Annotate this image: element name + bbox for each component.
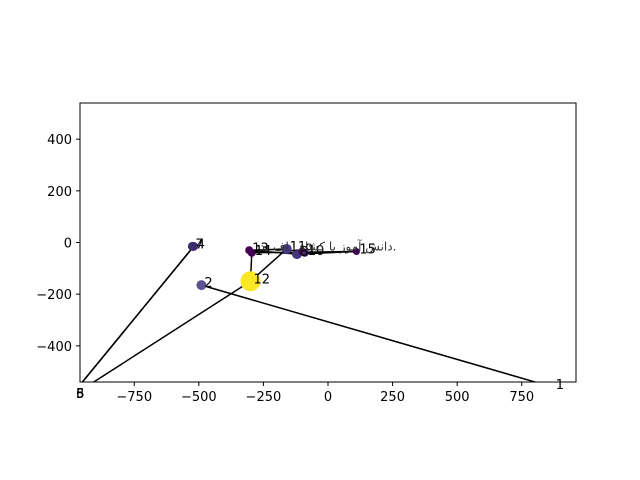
point-label-10: 10 — [308, 244, 325, 259]
point-label-9: 9 — [305, 243, 313, 258]
point-3 — [66, 394, 74, 402]
y-tick-label: −200 — [36, 288, 72, 303]
x-tick-label: 500 — [445, 390, 470, 405]
point-label-15: 15 — [359, 243, 376, 258]
point-label-7: 7 — [195, 237, 203, 252]
y-axis: −400 −200 0 200 400 — [36, 133, 80, 355]
point-10 — [300, 248, 309, 257]
point-7 — [187, 241, 197, 251]
point-label-13: 13 — [252, 241, 269, 256]
scatter-points — [66, 241, 360, 402]
y-tick-label: 200 — [47, 185, 72, 200]
path-segment — [249, 248, 287, 251]
point-label-8: 8 — [300, 245, 308, 260]
path-segment — [249, 249, 298, 255]
point-6 — [66, 394, 74, 402]
point-label-5: 5 — [76, 387, 84, 402]
x-tick-label: −750 — [116, 390, 152, 405]
path-segment — [81, 245, 195, 382]
point-label-2: 2 — [204, 276, 212, 291]
point-label-12: 12 — [254, 272, 271, 287]
point-label-1: 1 — [556, 378, 564, 393]
point-label-3: 3 — [76, 387, 84, 402]
point-14 — [247, 248, 256, 257]
x-tick-label: −500 — [181, 390, 217, 405]
x-axis: −750 −500 −250 0 250 500 750 — [116, 382, 534, 405]
point-15 — [352, 248, 360, 256]
path-lines — [81, 245, 538, 382]
point-label-14: 14 — [255, 244, 272, 259]
point-label-6: 6 — [76, 387, 84, 402]
point-2 — [196, 280, 207, 291]
y-tick-label: 0 — [64, 237, 72, 252]
x-tick-label: −250 — [246, 390, 282, 405]
path-segment — [92, 280, 251, 382]
annotation-text: دانش آموز با کشاف اف ید. — [260, 238, 397, 254]
x-tick-label: 250 — [380, 390, 405, 405]
point-12 — [240, 271, 261, 292]
point-5 — [66, 394, 74, 402]
point-label-11: 11 — [290, 240, 307, 255]
x-tick-label: 750 — [509, 390, 534, 405]
y-tick-label: 400 — [47, 133, 72, 148]
x-tick-label: 0 — [324, 390, 332, 405]
point-11 — [281, 243, 292, 254]
y-tick-label: −400 — [36, 340, 72, 355]
path-segment — [201, 284, 538, 382]
point-label-4: 4 — [197, 237, 205, 252]
